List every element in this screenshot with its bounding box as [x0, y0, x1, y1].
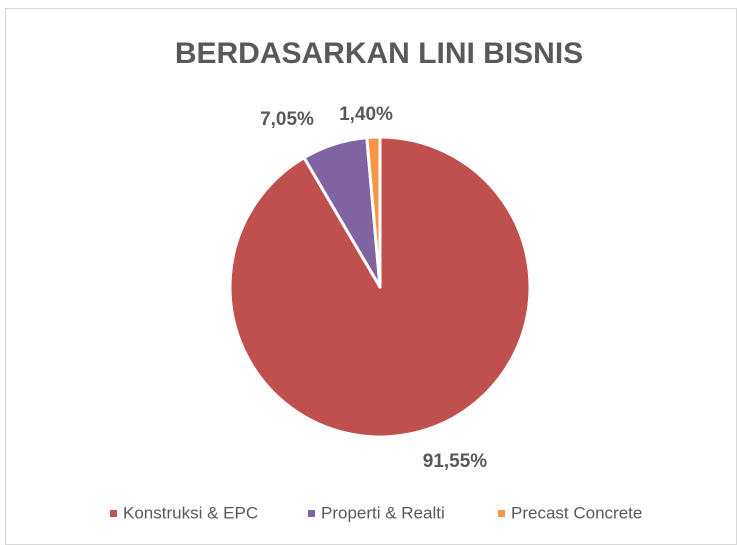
data-label: 1,40% [339, 104, 393, 125]
data-label: 91,55% [423, 451, 488, 472]
legend-swatch [110, 510, 117, 517]
data-label: 7,05% [260, 109, 314, 130]
chart-title: BERDASARKAN LINI BISNIS [175, 37, 583, 70]
legend-swatch [498, 510, 505, 517]
legend-label: Properti & Realti [321, 503, 445, 522]
legend-label: Konstruksi & EPC [123, 503, 258, 522]
legend-label: Precast Concrete [511, 503, 642, 522]
pie-slice [365, 135, 382, 289]
legend-swatch [308, 510, 315, 517]
